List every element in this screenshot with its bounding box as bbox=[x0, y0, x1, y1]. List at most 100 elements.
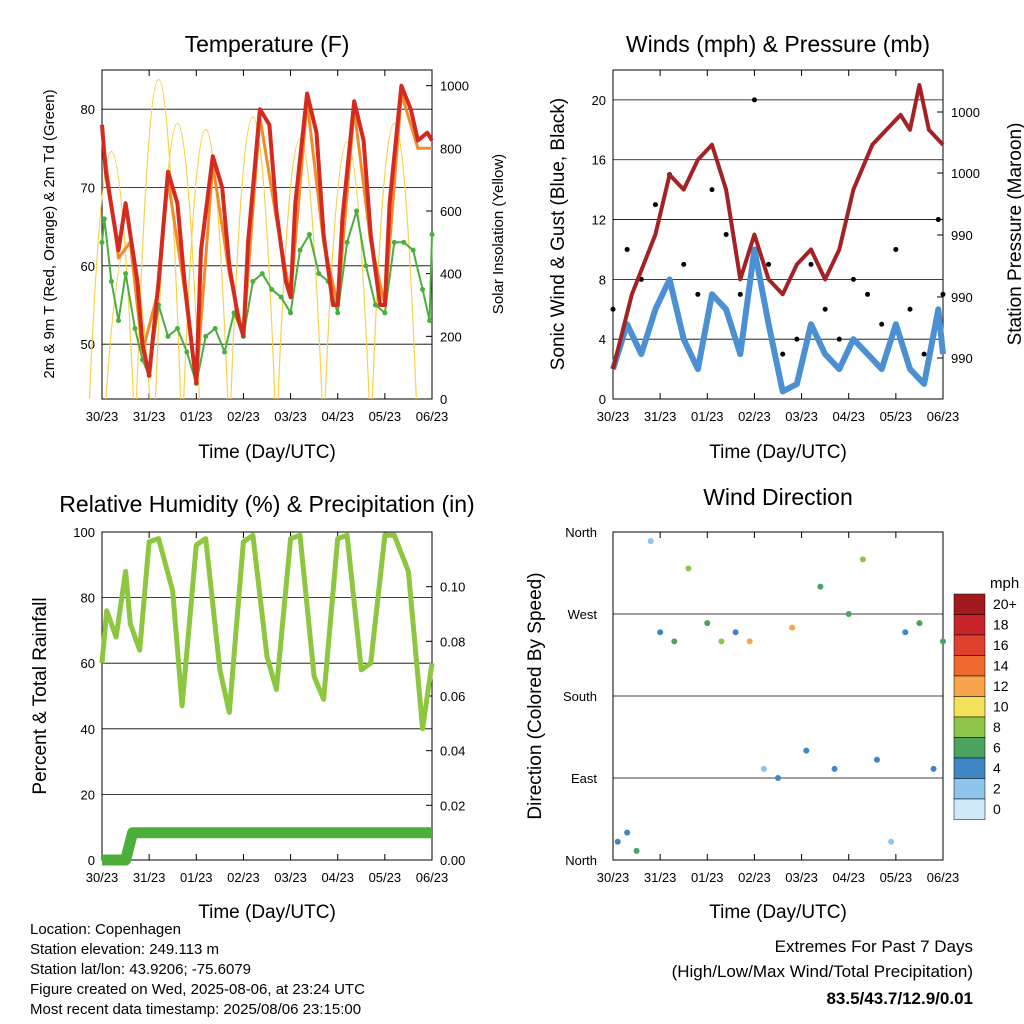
temperature-ytick-label: 70 bbox=[81, 181, 95, 196]
temperature-y2tick-label: 200 bbox=[440, 329, 462, 344]
direction-ytick-label: North bbox=[565, 853, 597, 868]
humidity-xlabel: Time (Day/UTC) bbox=[198, 902, 336, 923]
created-text: Figure created on Wed, 2025-08-06, at 23… bbox=[30, 981, 365, 998]
legend-swatch bbox=[953, 757, 986, 779]
humidity-ytick-label: 60 bbox=[81, 656, 95, 671]
wind-direction-point bbox=[888, 838, 895, 845]
gust-point bbox=[822, 306, 828, 312]
dewpoint-point bbox=[420, 286, 426, 292]
gust-point bbox=[935, 217, 941, 223]
dewpoint-point bbox=[363, 263, 369, 269]
gust-point bbox=[681, 261, 687, 267]
humidity-xtick-label: 03/23 bbox=[274, 870, 307, 885]
wind-direction-point bbox=[614, 838, 621, 845]
winds-xtick-label: 03/23 bbox=[785, 409, 818, 424]
humidity-ytick-label: 80 bbox=[81, 591, 95, 606]
temp-2m-line bbox=[100, 83, 434, 386]
winds-y2tick-label: 990 bbox=[951, 290, 973, 305]
legend-swatch bbox=[953, 675, 986, 697]
legend-label: 4 bbox=[993, 760, 1001, 776]
temperature-y2tick-label: 800 bbox=[440, 141, 462, 156]
direction-ytick-label: North bbox=[565, 525, 597, 540]
humidity-xtick-label: 01/23 bbox=[180, 870, 213, 885]
wind-direction-point bbox=[874, 756, 880, 763]
winds-y2label: Station Pressure (Maroon) bbox=[1005, 123, 1024, 346]
station-info: Location: Copenhagen Station elevation: … bbox=[30, 920, 365, 1020]
legend-swatch bbox=[953, 593, 986, 615]
dewpoint-point bbox=[222, 349, 228, 355]
dewpoint-point bbox=[132, 326, 138, 331]
temperature-y2tick-label: 400 bbox=[440, 267, 462, 282]
temperature-xtick-label: 06/23 bbox=[416, 409, 449, 424]
temperature-y2tick-label: 0 bbox=[440, 392, 447, 407]
winds-xtick-label: 02/23 bbox=[738, 409, 771, 424]
legend-swatch bbox=[953, 696, 986, 718]
gust-point bbox=[907, 306, 913, 312]
wind-direction-point bbox=[685, 565, 692, 572]
dewpoint-point bbox=[427, 318, 433, 324]
wind-direction-point bbox=[624, 829, 631, 836]
station-pressure-line bbox=[611, 83, 945, 370]
dewpoint-point bbox=[184, 349, 190, 355]
wind-direction-point bbox=[845, 611, 852, 617]
winds-xtick-label: 31/23 bbox=[644, 409, 677, 424]
wind-direction-point bbox=[789, 624, 796, 631]
gust-point bbox=[893, 246, 899, 252]
temperature-y2tick-label: 600 bbox=[440, 204, 462, 219]
dewpoint-point bbox=[259, 271, 265, 277]
temperature-xtick-label: 05/23 bbox=[369, 409, 402, 424]
temperature-y2label: Solar Insolation (Yellow) bbox=[490, 154, 507, 314]
dewpoint-point bbox=[344, 239, 350, 245]
humidity-y2tick-label: 0.08 bbox=[440, 634, 465, 649]
direction-xtick-label: 01/23 bbox=[691, 870, 724, 885]
humidity-frame bbox=[101, 531, 433, 861]
wind-direction-point bbox=[633, 847, 640, 854]
legend-label: 8 bbox=[993, 719, 1001, 735]
gust-point bbox=[624, 246, 630, 252]
direction-xtick-label: 02/23 bbox=[738, 870, 771, 885]
gust-point bbox=[794, 336, 800, 342]
humidity-y2tick-label: 0.04 bbox=[440, 744, 465, 759]
dewpoint-point bbox=[391, 239, 397, 245]
dewpoint-point bbox=[372, 302, 378, 308]
direction-xlabel: Time (Day/UTC) bbox=[709, 902, 847, 923]
gust-point bbox=[709, 187, 715, 193]
extremes-values: 83.5/43.7/12.9/0.01 bbox=[826, 989, 973, 1008]
dewpoint-point bbox=[429, 232, 435, 237]
dewpoint-point bbox=[354, 208, 360, 214]
wind-direction-point bbox=[803, 747, 810, 754]
winds-xtick-label: 01/23 bbox=[691, 409, 724, 424]
precipitation-line bbox=[102, 827, 432, 866]
humidity-title: Relative Humidity (%) & Precipitation (i… bbox=[59, 491, 474, 517]
direction-xtick-label: 31/23 bbox=[644, 870, 677, 885]
winds-frame bbox=[612, 69, 944, 400]
dewpoint-point bbox=[278, 294, 284, 300]
legend-swatch bbox=[953, 614, 986, 636]
temperature-ytick-label: 80 bbox=[81, 102, 95, 117]
winds-title: Winds (mph) & Pressure (mb) bbox=[626, 31, 930, 57]
direction-xtick-label: 06/23 bbox=[927, 870, 960, 885]
temperature-xtick-label: 01/23 bbox=[180, 409, 213, 424]
dewpoint-point bbox=[174, 326, 180, 331]
temperature-xtick-label: 04/23 bbox=[321, 409, 354, 424]
sonic-wind-line bbox=[610, 246, 946, 395]
wind-direction-point bbox=[831, 765, 838, 772]
wind-direction-point bbox=[760, 765, 767, 772]
solar-insolation-curve bbox=[230, 116, 276, 400]
extremes-title: Extremes For Past 7 Days bbox=[775, 937, 973, 956]
wind-direction-point bbox=[732, 629, 739, 636]
dewpoint-point bbox=[382, 310, 388, 316]
wind-direction-point bbox=[775, 775, 781, 781]
direction-ytick-label: East bbox=[571, 771, 597, 786]
winds-y2tick-label: 1000 bbox=[951, 105, 980, 120]
gust-point bbox=[780, 351, 786, 357]
humidity-line bbox=[99, 532, 435, 732]
dewpoint-point bbox=[99, 239, 105, 245]
direction-xtick-label: 04/23 bbox=[832, 870, 865, 885]
legend-label: 18 bbox=[993, 617, 1009, 633]
dewpoint-point bbox=[116, 318, 121, 324]
wind-direction-point bbox=[940, 638, 946, 645]
gust-point bbox=[879, 321, 885, 327]
gust-point bbox=[751, 97, 757, 103]
